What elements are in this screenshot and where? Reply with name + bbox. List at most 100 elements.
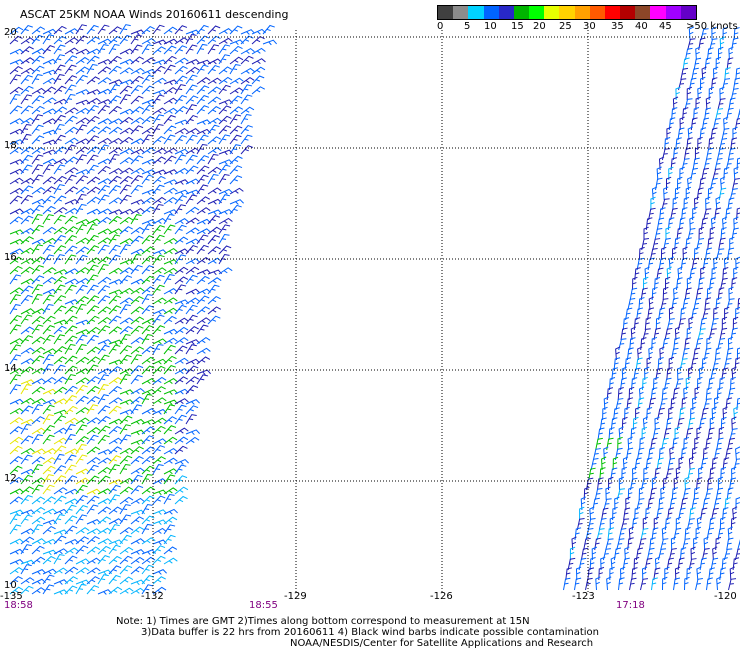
wind-barb [163, 38, 178, 45]
wind-barb [152, 184, 165, 195]
wind-barb [31, 506, 46, 515]
wind-barb [702, 446, 709, 461]
wind-barb [684, 337, 691, 351]
wind-barb [20, 266, 35, 275]
wind-barb [108, 339, 124, 346]
wind-barb [218, 105, 232, 115]
wind-barb [163, 487, 178, 495]
wind-barb [31, 174, 44, 185]
wind-barb [229, 134, 242, 145]
wind-barb [75, 583, 87, 595]
wind-barb [207, 257, 222, 265]
wind-barb [736, 397, 740, 411]
wind-barb [726, 537, 734, 551]
wind-barb [163, 307, 178, 315]
wind-barb [185, 365, 199, 375]
wind-barb [9, 456, 23, 465]
lon-label: -135 [0, 591, 23, 602]
wind-barb [174, 119, 190, 126]
wind-barb [649, 537, 656, 551]
wind-barb [724, 447, 733, 461]
wind-barb [689, 507, 696, 521]
wind-barb [685, 427, 694, 441]
wind-barb [130, 336, 145, 345]
wind-barb [643, 226, 649, 241]
wind-barb [108, 44, 120, 55]
wind-barb [174, 204, 186, 215]
wind-barb [677, 127, 685, 141]
wind-barb [53, 124, 65, 135]
wind-barb [699, 127, 707, 141]
wind-barb [86, 464, 99, 475]
wind-barb [97, 344, 110, 355]
wind-barb [665, 276, 671, 291]
wind-barb [152, 196, 167, 205]
wind-barb [9, 538, 24, 545]
wind-barb [9, 248, 24, 255]
wind-barb [732, 126, 738, 141]
wind-barb [717, 338, 726, 351]
wind-barb [688, 316, 694, 331]
wind-barb [119, 58, 134, 65]
wind-barb [9, 265, 23, 275]
wind-barb [119, 67, 134, 75]
wind-barb [174, 414, 187, 425]
wind-barb [218, 134, 231, 145]
wind-barb [185, 326, 199, 335]
wind-barb [218, 44, 231, 55]
wind-barb [97, 44, 109, 55]
wind-barb [174, 248, 189, 255]
wind-barb [108, 397, 123, 405]
wind-barb [42, 508, 57, 515]
wind-barb [662, 286, 669, 301]
wind-barb [42, 404, 55, 415]
wind-barb [676, 277, 683, 291]
wind-barb [152, 417, 167, 425]
wind-barb [715, 108, 724, 121]
wind-barb [97, 498, 112, 505]
wind-barb [20, 208, 35, 215]
wind-barb [53, 184, 65, 195]
wind-barb [42, 325, 55, 335]
scale-swatch [589, 6, 605, 19]
wind-barb [563, 577, 571, 591]
wind-barb [700, 266, 706, 281]
wind-barb [709, 467, 716, 481]
wind-barb [9, 177, 24, 185]
wind-barb [734, 357, 740, 371]
wind-barb [185, 104, 197, 115]
wind-barb [141, 197, 156, 205]
wind-barb [722, 26, 729, 41]
wind-barb [31, 524, 43, 535]
wind-barb [130, 346, 145, 355]
wind-barb [163, 337, 178, 345]
wind-barb [688, 26, 695, 41]
wind-barb [196, 95, 209, 105]
wind-barb [704, 107, 712, 121]
wind-barb [97, 516, 112, 525]
wind-barb [196, 369, 211, 376]
wind-barb [648, 346, 654, 361]
wind-barb [595, 437, 603, 451]
wind-barb [644, 266, 650, 281]
wind-barb [42, 267, 57, 275]
wind-barb [42, 354, 54, 365]
wind-barb [229, 155, 243, 165]
wind-barb [31, 34, 44, 45]
wind-barb [119, 184, 132, 195]
wind-barb [720, 466, 727, 481]
wind-barb [578, 557, 587, 571]
wind-barb [64, 28, 79, 35]
wind-barb [656, 267, 664, 281]
wind-barb [119, 555, 133, 565]
wind-barb [715, 196, 721, 211]
wind-barb [20, 257, 35, 265]
wind-barb [648, 397, 656, 411]
lat-label: 14 [4, 363, 17, 374]
wind-barb [674, 186, 681, 201]
wind-barb [196, 184, 209, 195]
wind-barb [733, 458, 740, 471]
wind-barb [229, 199, 244, 205]
wind-barb [108, 574, 121, 585]
wind-barb [64, 254, 77, 265]
